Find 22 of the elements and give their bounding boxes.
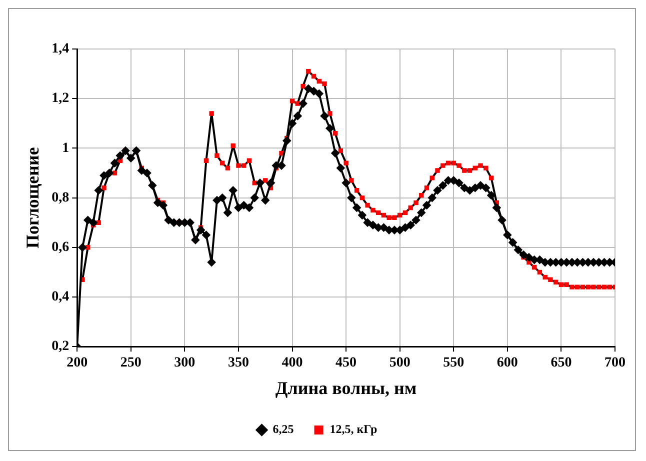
x-tick-label: 500	[389, 356, 410, 371]
y-tick-label: 1,2	[52, 91, 70, 106]
x-tick-label: 250	[120, 356, 142, 371]
x-tick-label: 600	[496, 356, 518, 371]
y-tick-label: 1,4	[52, 42, 70, 57]
y-tick-label: 0,8	[52, 190, 70, 206]
legend-label: 12,5, кГр	[330, 422, 378, 436]
x-tick-label: 650	[550, 356, 572, 371]
x-tick-label: 450	[336, 356, 357, 371]
x-tick-label: 350	[228, 356, 249, 371]
x-tick-label: 700	[604, 356, 626, 371]
y-axis-title: Поглощение	[22, 147, 42, 248]
x-tick-label: 400	[282, 356, 303, 371]
y-tick-label: 0,6	[52, 240, 70, 256]
y-tick-label: 0,4	[52, 290, 70, 305]
y-tick-label: 1	[62, 140, 70, 156]
y-tick-label: 0,2	[52, 339, 70, 354]
x-axis-title: Длина волны, нм	[275, 378, 417, 398]
x-tick-label: 200	[66, 356, 88, 371]
x-tick-label: 550	[443, 356, 464, 371]
x-tick-label: 300	[174, 356, 196, 371]
legend-label: 6,25	[272, 422, 294, 436]
